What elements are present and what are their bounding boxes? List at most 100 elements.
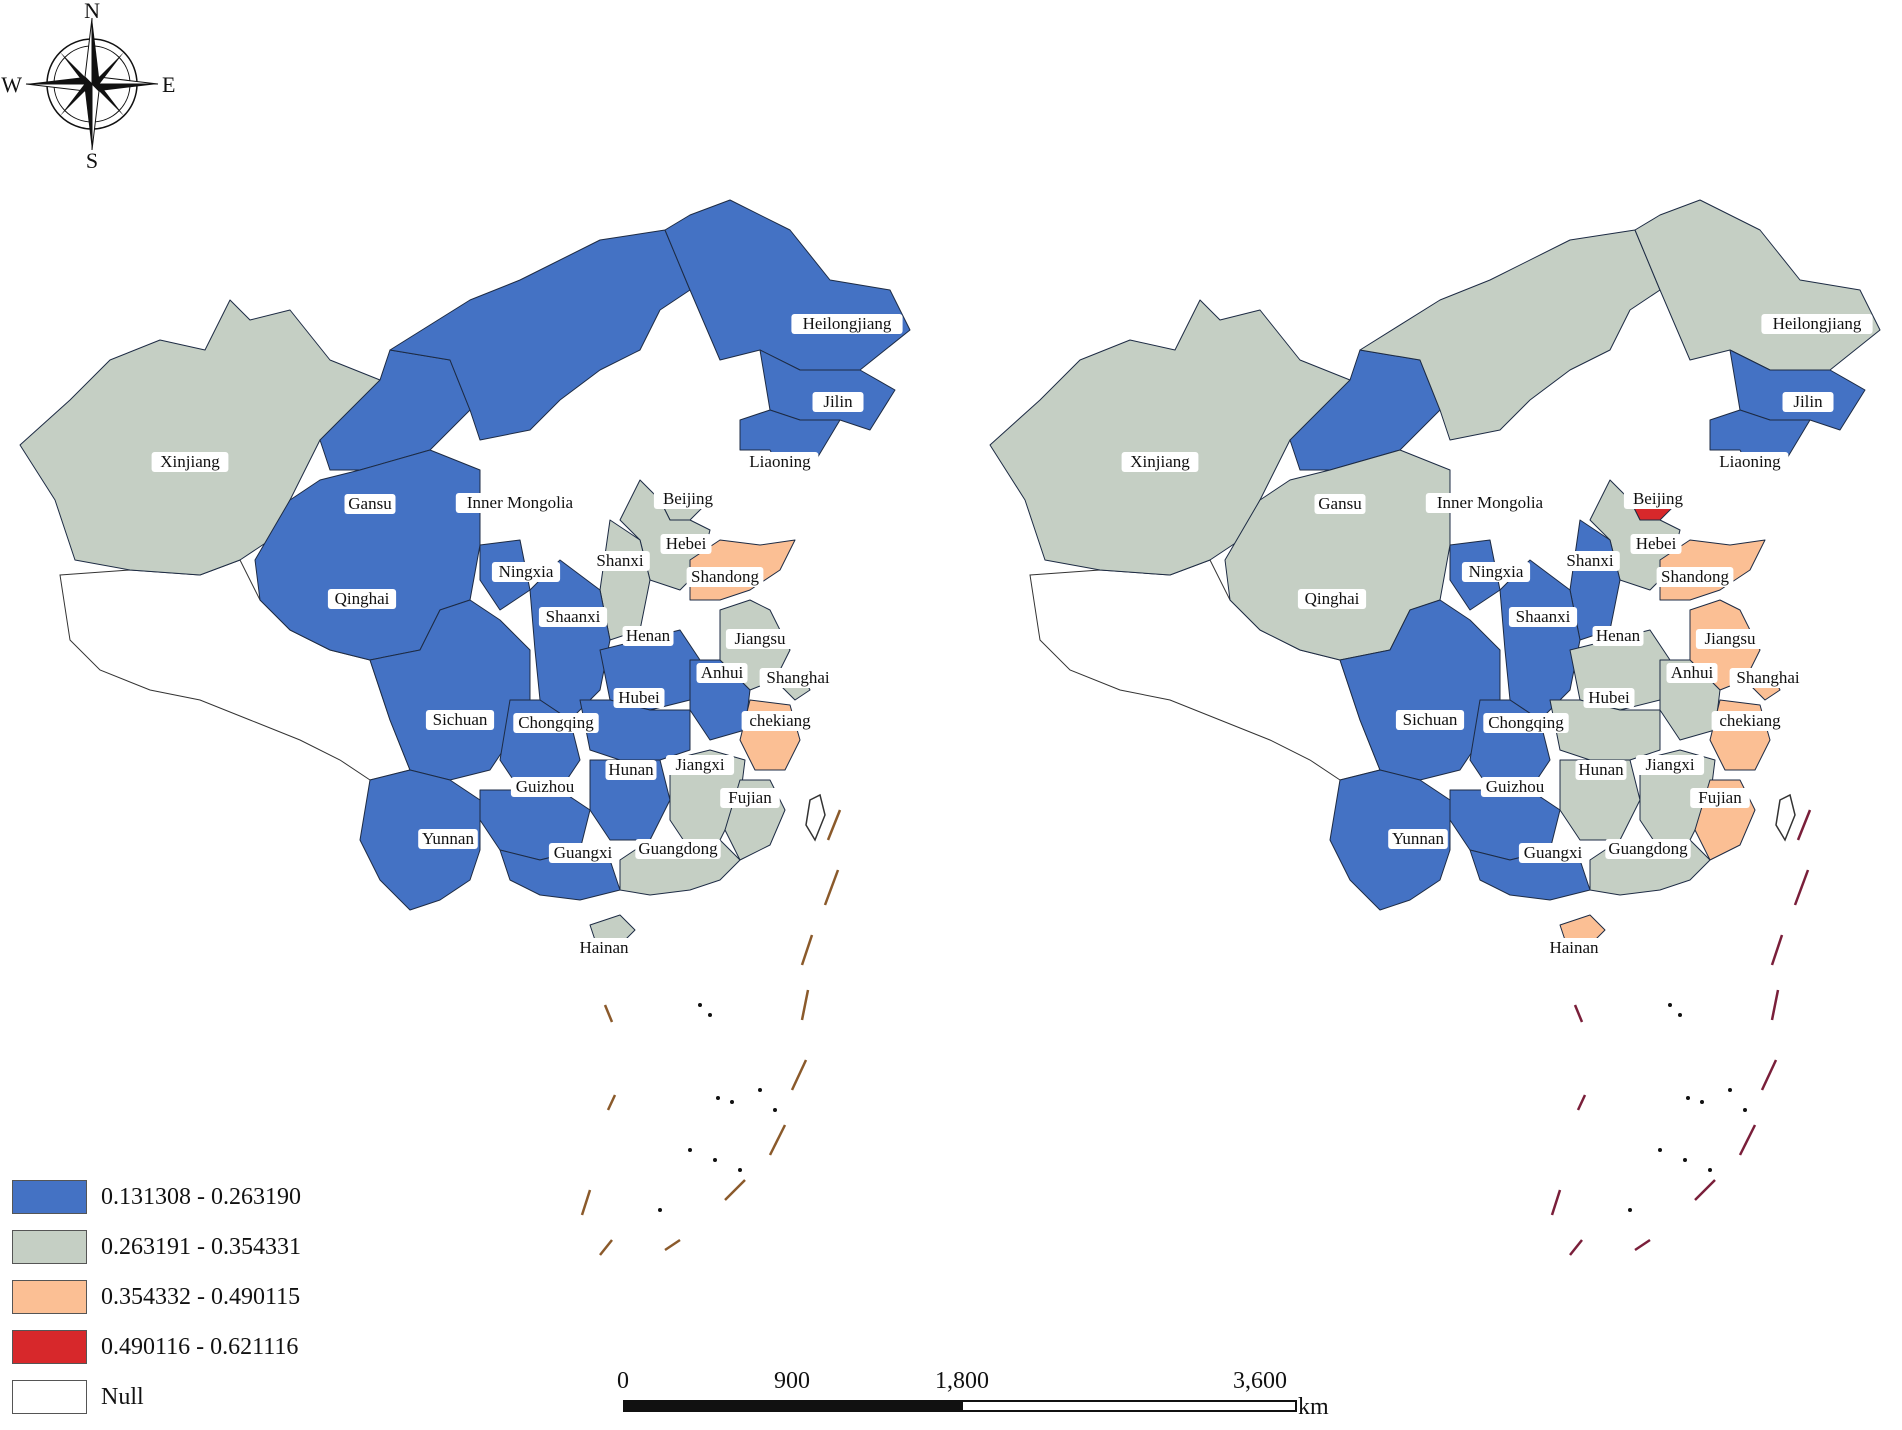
province-hainan [1559, 914, 1606, 946]
province-label-background [1761, 314, 1873, 334]
province-label-background [1711, 711, 1789, 731]
boundary-dash [800, 989, 810, 1021]
boundary-dash [603, 1004, 614, 1023]
province-label: Jiangsu [735, 629, 787, 648]
province-label-background [1656, 567, 1734, 587]
province-label-background [1395, 710, 1465, 730]
island-dot [1708, 1168, 1712, 1172]
province-label: Inner Mongolia [467, 493, 574, 512]
boundary-dash [1793, 869, 1810, 906]
island-dot [716, 1096, 720, 1100]
province-shaanxi [529, 559, 611, 721]
province-label-background [538, 607, 608, 627]
map-panel-left: Xinjiang Gansu Inner Mongolia Heilongjiang J… [19, 199, 911, 1256]
boundary-dash [599, 1239, 613, 1256]
boundary-dash [1694, 1179, 1716, 1201]
province-label-background [344, 494, 396, 514]
province-label: Anhui [1671, 663, 1714, 682]
scale-tick-label: 3,600 [1233, 1368, 1287, 1394]
province-label-background [791, 314, 903, 334]
island-dot [773, 1108, 777, 1112]
province-label: Hunan [608, 760, 654, 779]
province-label: Shaanxi [1516, 607, 1571, 626]
province-label-background [725, 629, 795, 649]
province-label-background [613, 688, 665, 708]
province-label: chekiang [1719, 711, 1781, 730]
province-label-background [327, 589, 397, 609]
island-dot [1678, 1013, 1682, 1017]
boundary-dash [800, 934, 814, 966]
legend-label: 0.263191 - 0.354331 [101, 1233, 301, 1260]
province-label: Jiangxi [675, 755, 724, 774]
province-inner-mongolia [389, 229, 691, 441]
province-label: Henan [626, 626, 671, 645]
province-label-background [665, 755, 735, 775]
scale-tick-label: 900 [774, 1368, 810, 1394]
province-label: Qinghai [1305, 589, 1360, 608]
province-label: chekiang [749, 711, 811, 730]
legend-swatch [12, 1230, 87, 1264]
province-label: Hubei [1588, 688, 1630, 707]
boundary-dash [1569, 1239, 1583, 1256]
province-label: Shaanxi [546, 607, 601, 626]
province-label-background [1314, 494, 1366, 514]
province-label: Ningxia [499, 562, 554, 581]
island-dot [758, 1088, 762, 1092]
boundary-dash [580, 1189, 592, 1216]
province-label: Jiangsu [1705, 629, 1757, 648]
boundary-dash [1760, 1059, 1778, 1091]
province-label: Fujian [728, 788, 772, 807]
island-dot [713, 1158, 717, 1162]
boundary-dash [1634, 1238, 1651, 1252]
province-label-background [491, 562, 561, 582]
taiwan-outline [805, 793, 826, 842]
legend-label: 0.490116 - 0.621116 [101, 1333, 299, 1360]
scale-bar-white-segment [961, 1400, 1297, 1412]
province-label-background [1711, 452, 1789, 472]
compass-north-label: N [84, 0, 100, 23]
legend-item: 0.354332 - 0.490115 [12, 1280, 352, 1314]
province-label-background [455, 493, 585, 513]
boundary-dash [790, 1059, 808, 1091]
province-label-background [1297, 589, 1367, 609]
province-label: Chongqing [518, 713, 594, 732]
province-label-background [1121, 452, 1199, 472]
province-label: Hebei [1636, 534, 1677, 553]
province-label-background [425, 710, 495, 730]
province-label: Ningxia [1469, 562, 1524, 581]
province-label-background [1729, 668, 1807, 688]
province-label: Chongqing [1488, 713, 1564, 732]
province-label: Qinghai [335, 589, 390, 608]
province-label: Hubei [618, 688, 660, 707]
boundary-dash [606, 1094, 617, 1111]
island-dot [698, 1003, 702, 1007]
province-hainan [589, 914, 636, 946]
province-label: Yunnan [422, 829, 474, 848]
province-label-background [510, 777, 580, 797]
province-label-background [1623, 489, 1693, 509]
boundary-dash [1738, 1124, 1757, 1156]
province-label-background [1666, 663, 1718, 683]
boundary-dash [1573, 1004, 1584, 1023]
province-label-background [1388, 829, 1448, 849]
province-label: Liaoning [749, 452, 811, 471]
boundary-dash [1796, 809, 1812, 841]
legend-label: 0.354332 - 0.490115 [101, 1283, 301, 1310]
province-label-background [696, 663, 748, 683]
province-label-background [741, 452, 819, 472]
province-label-background [1461, 562, 1531, 582]
boundary-dash [1550, 1189, 1562, 1216]
island-dot [738, 1168, 742, 1172]
province-label: Shandong [691, 567, 760, 586]
province-label: Heilongjiang [803, 314, 892, 333]
province-label: Hainan [579, 938, 629, 957]
province-label-background [759, 668, 837, 688]
province-label: Jiangxi [1645, 755, 1694, 774]
province-label-background [720, 788, 780, 808]
province-label-background [513, 713, 599, 733]
island-dot [1728, 1088, 1732, 1092]
island-dot [658, 1208, 662, 1212]
province-label: Henan [1596, 626, 1641, 645]
taiwan-outline [1775, 793, 1796, 842]
